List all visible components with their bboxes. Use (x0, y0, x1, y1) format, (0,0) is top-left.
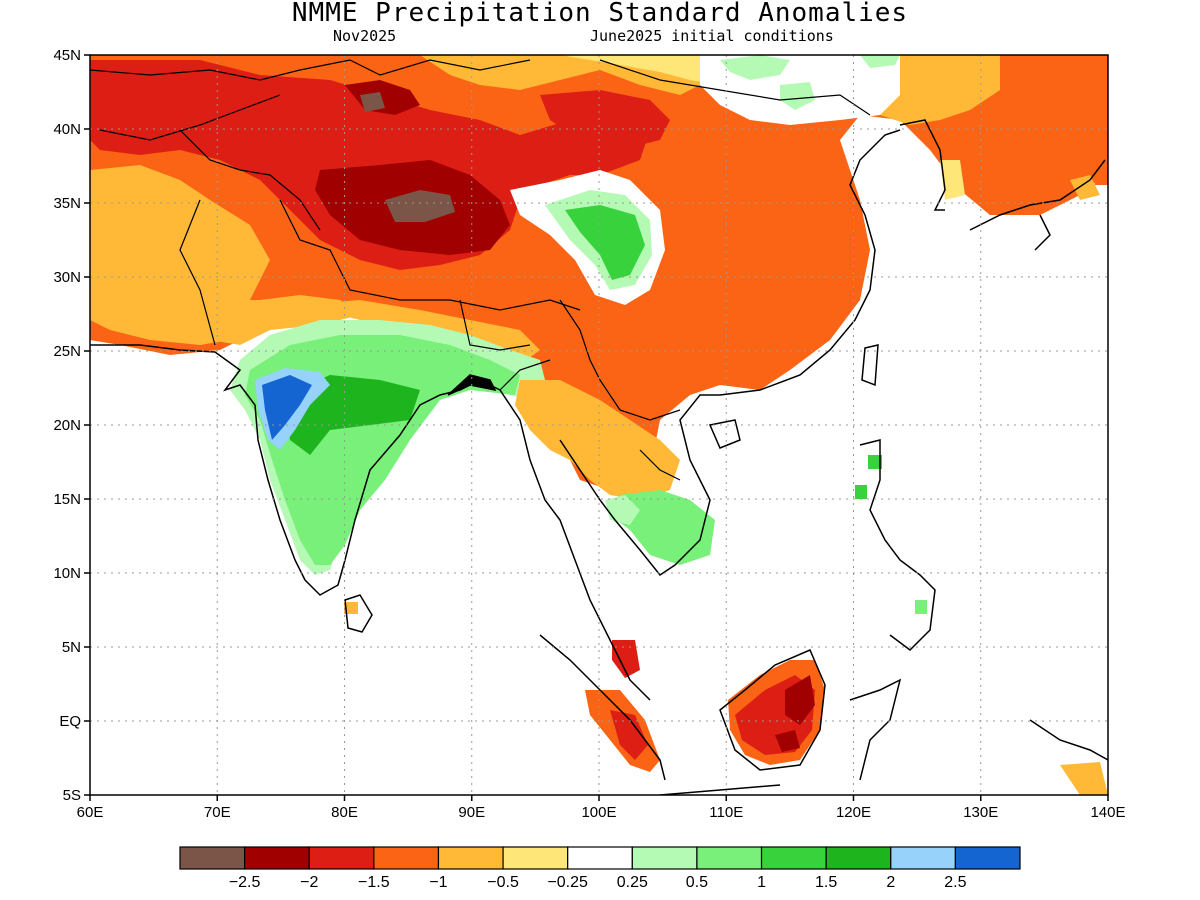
lat-tick-label: 15N (53, 491, 81, 508)
lon-tick-label: 120E (836, 804, 871, 821)
target-month-label: Nov2025 (333, 27, 397, 45)
anomaly-region-red-north-2 (540, 90, 670, 150)
anomaly-region-green-mongolia-2 (780, 82, 815, 110)
colorbar-label: 1.5 (815, 874, 837, 891)
colorbar-label: −1 (429, 874, 447, 891)
coastline-korea (899, 119, 946, 211)
lon-tick-label: 60E (77, 804, 104, 821)
colorbar-swatch (244, 846, 310, 870)
anomaly-region-darkred-borneo-2 (775, 730, 800, 752)
colorbar-label: −2 (300, 874, 318, 891)
colorbar-label: −2.5 (229, 874, 261, 891)
anomaly-region-lightorange-indochina (515, 380, 680, 500)
coastline-borneo (719, 649, 826, 771)
anomaly-region-yellow-north (560, 55, 740, 85)
colorbar-swatch (437, 846, 504, 870)
colorbar-swatch (631, 846, 698, 870)
anomaly-region-lightorange-ne (880, 55, 1000, 125)
lat-tick-label: 35N (53, 195, 81, 212)
lon-tick-label: 110E (709, 804, 743, 821)
anomaly-region-red-sumatra (610, 710, 648, 760)
colorbar-swatch (696, 846, 763, 870)
coastline-hainan (708, 419, 741, 449)
anomaly-region-brown-tibet (385, 190, 455, 222)
coastline-sumatra (539, 634, 666, 781)
anomaly-region-green-plateau (565, 205, 645, 280)
axis-ticks: 60E 70E 80E 90E 100E 110E 120E 130E 140E 45N 40N 35… (53, 47, 1125, 821)
grid (90, 55, 1108, 795)
colorbar-swatch (179, 846, 246, 870)
lat-tick-label: 45N (53, 47, 81, 64)
colorbar-label: 2.5 (944, 874, 966, 891)
lon-tick-label: 140E (1090, 804, 1125, 821)
anomaly-region-brown-north (360, 92, 385, 112)
lat-tick-label: 5S (63, 787, 81, 804)
anomaly-region-lightorange-japan (1070, 175, 1100, 200)
lat-tick-label: 25N (53, 343, 81, 360)
lat-tick-label: 10N (53, 565, 81, 582)
colorbar: −2.5 −2 −1.5 −1 −0.5 −0.25 0.25 0.5 1 1.5 2 2.5 (179, 846, 1021, 891)
coastline-philippines (859, 439, 936, 651)
colorbar-label: 0.5 (686, 874, 708, 891)
colorbar-label: 1 (757, 874, 766, 891)
colorbar-swatch (308, 846, 375, 870)
borders-interior (90, 59, 871, 481)
colorbar-label: −1.5 (358, 874, 390, 891)
coastline-india (90, 344, 501, 596)
lon-tick-label: 70E (204, 804, 231, 821)
anomaly-region-lightorange-newguinea (1060, 762, 1108, 795)
coastline-indochina (499, 129, 901, 701)
colorbar-label: 2 (886, 874, 895, 891)
anomaly-field (90, 55, 1108, 795)
colorbar-label: −0.5 (487, 874, 519, 891)
coastline-srilanka (344, 594, 373, 633)
anomaly-region-green-ne (860, 55, 900, 68)
map-title: NMME Precipitation Standard Anomalies (291, 0, 909, 28)
anomaly-speck-srilanka (344, 602, 358, 614)
anomaly-region-yellow-korea (940, 160, 965, 200)
lon-tick-label: 100E (581, 804, 616, 821)
colorbar-swatch (760, 846, 827, 870)
anomaly-speck-philippines-1 (868, 455, 882, 469)
colorbar-swatch (890, 846, 956, 870)
lat-tick-label: 5N (62, 639, 81, 656)
anomaly-speck-philippines-3 (915, 600, 927, 614)
lat-tick-label: 30N (53, 269, 81, 286)
colorbar-swatch (373, 846, 440, 870)
anomaly-region-lightorange-nepal (300, 300, 540, 365)
coastline-japan (969, 159, 1106, 251)
anomaly-region-blue-india (262, 375, 312, 440)
anomaly-region-red-malaysia (612, 640, 640, 678)
lat-tick-label: 20N (53, 417, 81, 434)
lat-tick-label: EQ (59, 713, 81, 730)
initial-conditions-label: June2025 initial conditions (590, 27, 834, 45)
coastline-java (659, 784, 781, 795)
colorbar-label: −0.25 (547, 874, 588, 891)
lat-tick-label: 40N (53, 121, 81, 138)
anomaly-region-green-mongolia (720, 55, 790, 80)
anomaly-region-darkred-borneo (785, 675, 815, 725)
lon-tick-label: 90E (458, 804, 485, 821)
lon-tick-label: 80E (331, 804, 358, 821)
colorbar-label: 0.25 (617, 874, 648, 891)
anomaly-region-red-north (90, 60, 650, 270)
colorbar-swatch (954, 846, 1021, 870)
anomaly-speck-philippines-2 (855, 485, 867, 499)
colorbar-swatch (567, 846, 633, 870)
colorbar-swatch (825, 846, 892, 870)
lon-tick-label: 130E (963, 804, 998, 821)
coastline-taiwan (861, 344, 879, 387)
coastline-sulawesi (849, 678, 902, 781)
colorbar-swatch (502, 846, 569, 870)
coastline-newguinea (1029, 719, 1108, 761)
